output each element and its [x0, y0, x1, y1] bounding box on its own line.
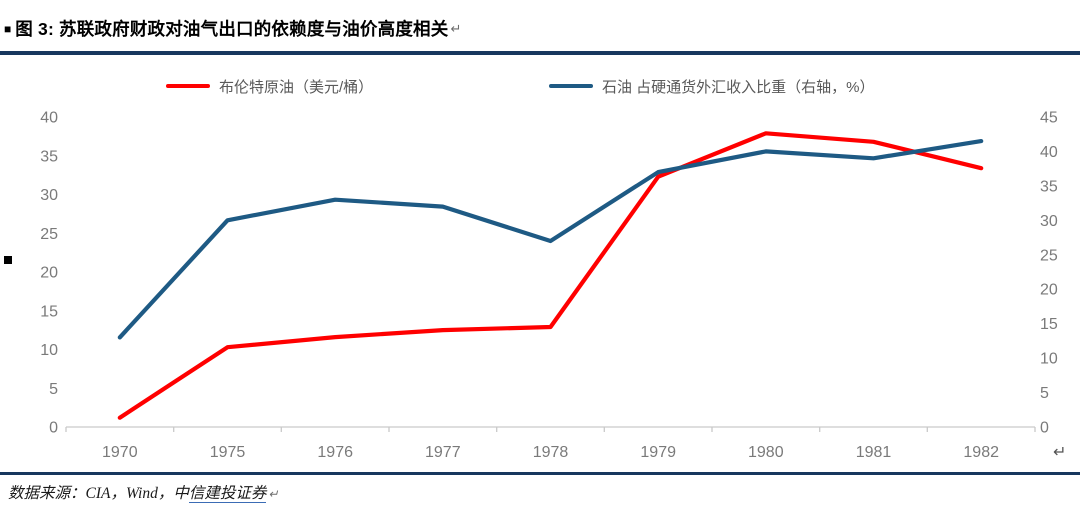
data-source-note: 数据来源：CIA，Wind，中信建投证券 ↵ [8, 481, 278, 503]
x-axis-category-label: 1977 [425, 444, 461, 461]
left-axis-tick-label: 30 [40, 187, 58, 204]
title-divider-rule [0, 51, 1080, 55]
legend-swatch-blue-line [549, 83, 593, 89]
right-axis-tick-label: 45 [1040, 110, 1058, 127]
left-axis-tick-label: 25 [40, 226, 58, 243]
right-axis-tick-label: 40 [1040, 144, 1058, 161]
right-axis-tick-label: 30 [1040, 213, 1058, 230]
x-axis-category-label: 1981 [856, 444, 892, 461]
right-axis-tick-label: 25 [1040, 247, 1058, 264]
series-line-oil-share [117, 139, 984, 340]
right-axis-tick-label: 35 [1040, 178, 1058, 195]
series-line-brent [117, 131, 984, 420]
source-link[interactable]: 信建投证券 [188, 485, 267, 503]
left-axis-tick-label: 35 [40, 148, 58, 165]
left-axis-tick-label: 10 [40, 342, 58, 359]
legend-swatch-red-line [166, 83, 210, 89]
x-axis-category-label: 1980 [748, 444, 784, 461]
legend-item-brent: 布伦特原油（美元/桶） [166, 78, 374, 96]
x-axis-category-label: 1978 [533, 444, 569, 461]
footer-divider-rule [0, 472, 1080, 475]
legend-item-oil-share: 石油 占硬通货外汇收入比重（右轴，%） [549, 78, 875, 96]
title-bullet-icon: ■ [4, 21, 12, 36]
legend-label-brent: 布伦特原油（美元/桶） [219, 78, 374, 96]
x-axis-line [65, 426, 1036, 432]
left-axis-tick-label: 40 [40, 110, 58, 127]
paragraph-return-icon: ↵ [450, 20, 462, 36]
margin-bullet-marker [4, 256, 12, 264]
x-axis-category-label: 1976 [317, 444, 353, 461]
x-axis-category-label: 1979 [640, 444, 676, 461]
x-axis-category-label: 1970 [102, 444, 138, 461]
right-axis-tick-label: 10 [1040, 351, 1058, 368]
left-axis-tick-label: 15 [40, 303, 58, 320]
legend-label-oil-share: 石油 占硬通货外汇收入比重（右轴，%） [602, 78, 875, 96]
right-axis-tick-label: 15 [1040, 316, 1058, 333]
left-axis-tick-label: 0 [49, 420, 58, 437]
right-axis-tick-label: 0 [1040, 420, 1049, 437]
right-axis-tick-label: 20 [1040, 282, 1058, 299]
x-axis-category-label: 1982 [963, 444, 999, 461]
footer-return-icon: ↵ [268, 487, 279, 501]
right-axis-tick-label: 5 [1040, 385, 1049, 402]
data-source-text: 数据来源：CIA，Wind，中 [8, 485, 189, 502]
x-axis-category-label: 1975 [210, 444, 246, 461]
chart-return-icon: ↵ [1053, 444, 1067, 461]
figure-title-row: ■ 图 3: 苏联政府财政对油气出口的依赖度与油价高度相关 ↵ [4, 16, 461, 41]
left-axis-tick-label: 20 [40, 265, 58, 282]
figure-title: 图 3: 苏联政府财政对油气出口的依赖度与油价高度相关 [15, 19, 449, 39]
left-axis-tick-label: 5 [49, 381, 58, 398]
